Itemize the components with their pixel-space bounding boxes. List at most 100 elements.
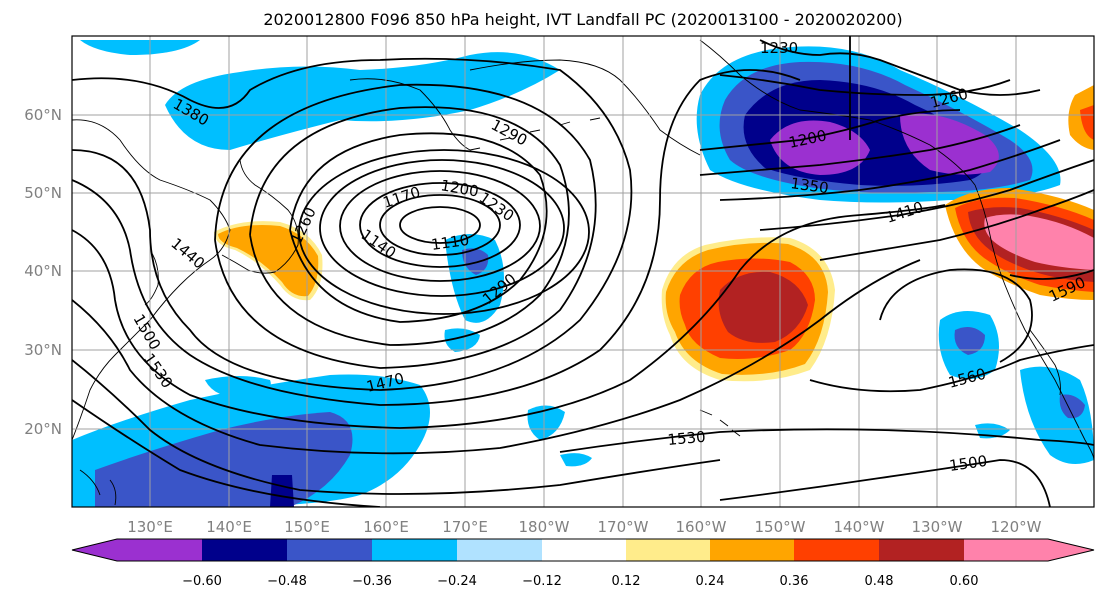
height-contours [72, 36, 1094, 507]
contour-1500 [72, 359, 721, 495]
shade-small-patch-b [527, 405, 565, 440]
lon-tick: 150°E [284, 518, 330, 536]
shade-e-pacific-patch-36 [954, 326, 985, 355]
lon-tick: 120°W [991, 518, 1042, 536]
colorbar-bin [202, 539, 287, 561]
map-title: 2020012800 F096 850 hPa height, IVT Land… [263, 10, 902, 29]
colorbar-tick: −0.12 [522, 574, 562, 589]
lat-tick: 60°N [24, 106, 62, 124]
colorbar-bin [879, 539, 964, 561]
contour-label: 1500 [948, 452, 988, 475]
colorbar-bin [710, 539, 794, 561]
contour-low-ellipse [879, 268, 1033, 363]
colorbar-extend-low [72, 539, 117, 561]
shade-okhotsk [165, 52, 560, 151]
contour-1230 [319, 159, 565, 297]
contour-1320 [249, 106, 570, 346]
colorbar-bin [117, 539, 202, 561]
colorbar-bin [287, 539, 372, 561]
coast-baja [1029, 329, 1061, 396]
colorbar-bin [372, 539, 457, 561]
contour-1590 [1009, 269, 1094, 280]
coast-japan [221, 159, 299, 274]
contour-alaska-n2 [719, 74, 1011, 96]
contour-1290-w [289, 132, 548, 323]
contour-alaska-n [759, 39, 1041, 96]
shade-pnw-pos-60 [984, 214, 1094, 270]
contour-1350-w [214, 83, 597, 369]
colorbar-bin [542, 539, 626, 561]
shade-small-patch-c [560, 453, 592, 467]
colorbar-tick: −0.36 [352, 574, 392, 589]
contour-1560 [809, 344, 1094, 393]
shade-ne-corner-pos-36 [1080, 105, 1094, 140]
colorbar-bin [457, 539, 542, 561]
contour-1440 [72, 204, 946, 429]
contour-gulf-4 [759, 159, 1094, 231]
colorbar-tick: −0.24 [437, 574, 477, 589]
coast-na-west [974, 184, 1094, 461]
lat-tick: 30°N [24, 341, 62, 359]
contour-gulf-2 [699, 124, 1021, 176]
colorbar-tick: 0.36 [780, 574, 809, 589]
contour-gulf-3 [719, 139, 1061, 201]
lat-tick: 40°N [24, 262, 62, 280]
colorbar-bin [626, 539, 710, 561]
coast-asia [72, 119, 231, 441]
lon-tick: 140°W [834, 518, 885, 536]
contour-1380 [72, 57, 633, 391]
lon-tick: 160°W [676, 518, 727, 536]
contour-1110 [399, 206, 481, 244]
shade-okhotsk-north [80, 40, 200, 55]
map-area: 1230 1260 1290 1380 1200 1350 1410 1170 … [72, 36, 1094, 507]
lat-tick: 20°N [24, 420, 62, 438]
contour-1410 [72, 69, 801, 406]
lat-tick-labels: 20°N 30°N 40°N 50°N 60°N [24, 106, 62, 438]
colorbar-extend-high [1048, 539, 1094, 561]
lon-tick-labels: 130°E 140°E 150°E 160°E 170°E 180°W 170°… [127, 518, 1041, 536]
lon-tick: 150°W [755, 518, 806, 536]
contour-label: 1350 [789, 174, 829, 197]
colorbar: −0.60 −0.48 −0.36 −0.24 −0.12 0.12 0.24 … [71, 538, 1095, 589]
lon-tick: 170°W [598, 518, 649, 536]
coast-korea [144, 249, 159, 306]
shade-w-pacific-48 [270, 475, 294, 507]
colorbar-bin [964, 539, 1048, 561]
contour-label: 1530 [667, 428, 707, 449]
lon-tick: 140°E [206, 518, 252, 536]
colorbar-bin [794, 539, 879, 561]
colorbar-tick: −0.48 [267, 574, 307, 589]
coast-aleutians [469, 117, 601, 151]
colorbar-outline [71, 538, 1095, 562]
lon-tick: 170°E [442, 518, 488, 536]
shaded-field [72, 40, 1094, 507]
lat-tick: 50°N [24, 184, 62, 202]
contour-1140 [379, 194, 501, 256]
contour-gulf-5 [819, 189, 1094, 261]
colorbar-tick: −0.60 [182, 574, 222, 589]
contour-1500-e [719, 459, 1051, 507]
contour-1260 [298, 149, 590, 315]
contour-1470 [72, 259, 921, 455]
shade-w-pacific-patch [205, 376, 271, 399]
shade-subtropical-pos-48 [718, 271, 808, 343]
contour-gulf-1 [699, 109, 961, 151]
colorbar-tick: 0.60 [950, 574, 979, 589]
colorbar-tick: 0.24 [696, 574, 725, 589]
colorbar-tick: 0.48 [865, 574, 894, 589]
contour-1200 [339, 170, 541, 282]
lon-tick: 160°E [363, 518, 409, 536]
contour-1530 [72, 399, 381, 507]
map-frame [71, 35, 1095, 508]
contour-1530-e [559, 428, 1094, 453]
shade-gulf-of-alaska-60b [900, 113, 999, 175]
graticule [72, 36, 1094, 507]
colorbar-tick: 0.12 [612, 574, 641, 589]
shade-central-patch-36 [462, 248, 489, 275]
contour-1170 [359, 182, 521, 268]
shade-baja [1020, 366, 1094, 464]
shade-baja-36 [1059, 394, 1085, 419]
coast-philippines [79, 469, 117, 506]
lon-tick: 130°W [912, 518, 963, 536]
